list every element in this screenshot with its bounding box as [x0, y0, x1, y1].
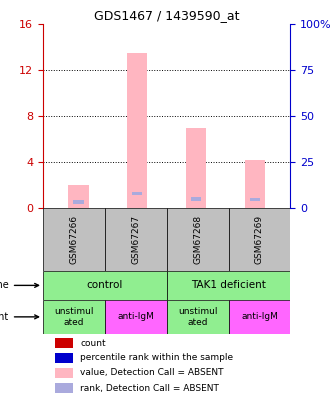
- Bar: [55, 338, 73, 348]
- FancyBboxPatch shape: [43, 208, 105, 271]
- FancyBboxPatch shape: [105, 300, 167, 334]
- Text: TAK1 deficient: TAK1 deficient: [191, 280, 266, 290]
- Text: agent: agent: [0, 312, 39, 322]
- Bar: [55, 353, 73, 363]
- Text: value, Detection Call = ABSENT: value, Detection Call = ABSENT: [80, 369, 223, 377]
- Bar: [191, 197, 201, 200]
- Text: percentile rank within the sample: percentile rank within the sample: [80, 353, 233, 362]
- Bar: [186, 128, 207, 208]
- Text: GSM67268: GSM67268: [193, 215, 202, 264]
- FancyBboxPatch shape: [43, 300, 105, 334]
- FancyBboxPatch shape: [228, 300, 290, 334]
- Bar: [250, 198, 260, 201]
- Bar: [55, 383, 73, 393]
- FancyBboxPatch shape: [43, 271, 167, 300]
- Text: GSM67269: GSM67269: [255, 215, 264, 264]
- Text: unstimul
ated: unstimul ated: [54, 307, 94, 326]
- Text: anti-IgM: anti-IgM: [117, 312, 154, 322]
- Text: unstimul
ated: unstimul ated: [178, 307, 217, 326]
- FancyBboxPatch shape: [167, 300, 228, 334]
- Title: GDS1467 / 1439590_at: GDS1467 / 1439590_at: [94, 9, 239, 22]
- Text: GSM67267: GSM67267: [131, 215, 140, 264]
- FancyBboxPatch shape: [228, 208, 290, 271]
- Bar: [132, 192, 143, 195]
- Text: count: count: [80, 339, 106, 348]
- FancyBboxPatch shape: [167, 208, 228, 271]
- Bar: [55, 368, 73, 378]
- Bar: [68, 185, 88, 208]
- FancyBboxPatch shape: [105, 208, 167, 271]
- Text: anti-IgM: anti-IgM: [241, 312, 278, 322]
- FancyBboxPatch shape: [167, 271, 290, 300]
- Bar: [245, 160, 265, 208]
- Text: control: control: [86, 280, 123, 290]
- Bar: [127, 53, 148, 208]
- Bar: [73, 200, 83, 204]
- Text: rank, Detection Call = ABSENT: rank, Detection Call = ABSENT: [80, 384, 219, 392]
- Text: cell line: cell line: [0, 280, 39, 290]
- Text: GSM67266: GSM67266: [69, 215, 78, 264]
